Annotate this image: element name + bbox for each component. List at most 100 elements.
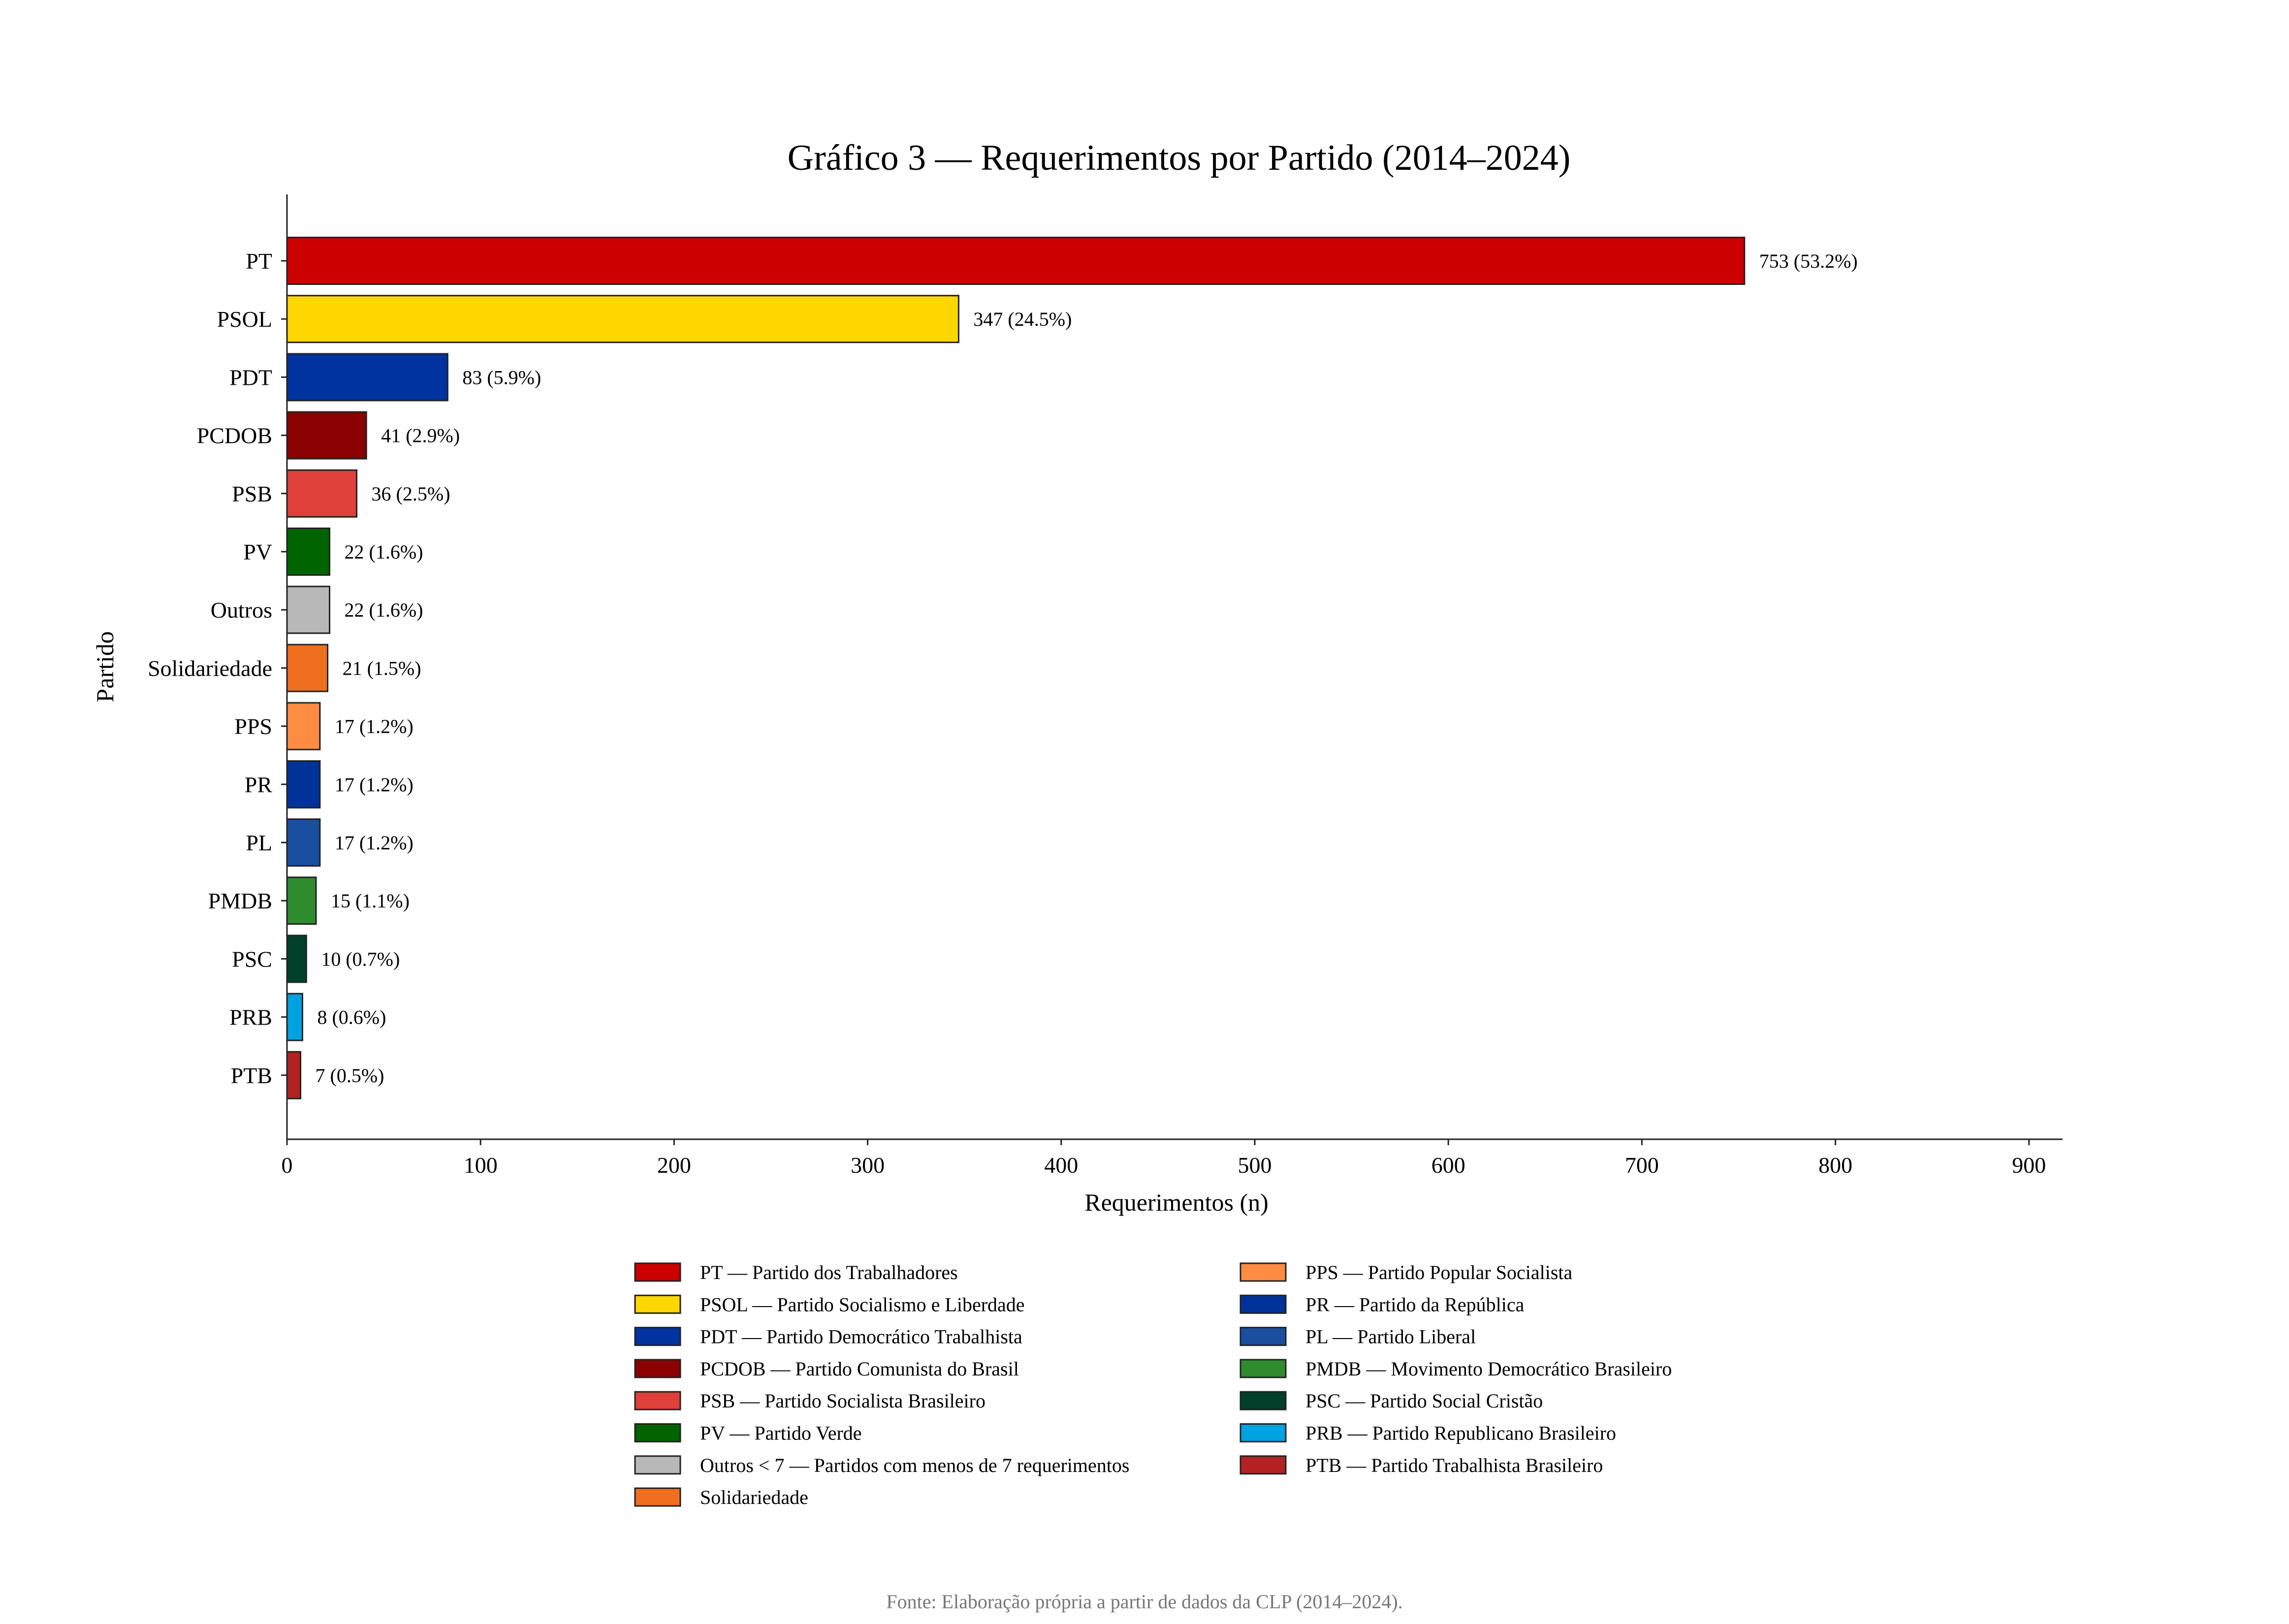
- data-label-pv: 22 (1.6%): [345, 541, 423, 563]
- legend-item: PSB — Partido Socialista Brasileiro: [634, 1390, 986, 1412]
- x-tick-label-300: 300: [851, 1153, 885, 1178]
- bar-pmdb: [286, 876, 317, 925]
- y-tick-label-outros: Outros: [211, 597, 272, 623]
- legend-swatch: [634, 1391, 681, 1410]
- data-label-pps: 17 (1.2%): [335, 716, 413, 738]
- y-tick-label-pdt: PDT: [229, 365, 272, 390]
- legend-swatch: [1240, 1359, 1287, 1378]
- data-label-ptb: 7 (0.5%): [316, 1064, 384, 1087]
- y-tick-label-pv: PV: [243, 539, 272, 564]
- y-tick-label-pps: PPS: [234, 714, 272, 739]
- data-label-outros: 22 (1.6%): [345, 599, 423, 621]
- x-tick-label-600: 600: [1431, 1153, 1465, 1178]
- legend-item: Outros < 7 — Partidos com menos de 7 req…: [634, 1454, 1129, 1476]
- data-label-pr: 17 (1.2%): [335, 774, 413, 796]
- y-tick-label-psb: PSB: [232, 481, 272, 506]
- bar-outros: [286, 586, 331, 634]
- x-tick-label-100: 100: [464, 1153, 498, 1178]
- legend-item: PRB — Partido Republicano Brasileiro: [1240, 1422, 1616, 1444]
- x-tick-label-500: 500: [1238, 1153, 1272, 1178]
- legend-item: PL — Partido Liberal: [1240, 1326, 1476, 1348]
- x-tick-label-400: 400: [1044, 1153, 1078, 1178]
- legend-label: PV — Partido Verde: [700, 1422, 862, 1444]
- x-axis-ticks: 0 100 200 300 400 500 600 700 800 900: [282, 1139, 2046, 1178]
- data-label-psc: 10 (0.7%): [321, 948, 400, 970]
- data-label-psol: 347 (24.5%): [973, 308, 1072, 330]
- legend-label: PDT — Partido Democrático Trabalhista: [700, 1326, 1022, 1348]
- legend-swatch: [1240, 1294, 1287, 1314]
- legend-swatch: [634, 1262, 681, 1282]
- bar-prb: [286, 993, 303, 1041]
- data-label-pmdb: 15 (1.1%): [331, 890, 410, 912]
- y-tick-label-pmdb: PMDB: [208, 888, 272, 913]
- legend-swatch: [1240, 1262, 1287, 1282]
- bars: [286, 237, 1746, 1099]
- legend-item: PMDB — Movimento Democrático Brasileiro: [1240, 1358, 1672, 1380]
- legend-label: PCDOB — Partido Comunista do Brasil: [700, 1358, 1019, 1380]
- bar-pdt: [286, 353, 448, 402]
- y-tick-label-prb: PRB: [229, 1005, 272, 1030]
- source-note: Fonte: Elaboração própria a partir de da…: [886, 1591, 1402, 1613]
- legend-label: PSOL — Partido Socialismo e Liberdade: [700, 1293, 1025, 1315]
- data-label-pdt: 83 (5.9%): [462, 366, 541, 388]
- legend-label: PRB — Partido Republicano Brasileiro: [1305, 1422, 1616, 1444]
- chart-title: Gráfico 3 — Requerimentos por Partido (2…: [788, 138, 1571, 178]
- legend-label: PSB — Partido Socialista Brasileiro: [700, 1390, 986, 1412]
- bar-ptb: [286, 1051, 302, 1099]
- legend-swatch: [634, 1294, 681, 1314]
- legend-label: PT — Partido dos Trabalhadores: [700, 1261, 958, 1283]
- bar-pt: [286, 237, 1746, 285]
- legend-item: PCDOB — Partido Comunista do Brasil: [634, 1358, 1019, 1380]
- plot-area: 753 (53.2%) 347 (24.5%) 83 (5.9%) 41 (2.9%)…: [148, 194, 2063, 1178]
- y-tick-label-pl: PL: [246, 830, 272, 855]
- y-tick-label-psc: PSC: [232, 946, 272, 971]
- legend-item: PPS — Partido Popular Socialista: [1240, 1261, 1572, 1283]
- bar-pr: [286, 760, 321, 809]
- x-tick-label-700: 700: [1625, 1153, 1659, 1178]
- legend-item: PSC — Partido Social Cristão: [1240, 1390, 1543, 1412]
- legend-label: PTB — Partido Trabalhista Brasileiro: [1305, 1454, 1603, 1476]
- legend-swatch: [634, 1455, 681, 1475]
- legend-item: Solidariedade: [634, 1486, 808, 1508]
- legend-swatch: [1240, 1327, 1287, 1346]
- legend: PT — Partido dos Trabalhadores PSOL — Par…: [634, 1261, 1672, 1508]
- x-tick-label-200: 200: [657, 1153, 691, 1178]
- legend-label: Solidariedade: [700, 1486, 808, 1508]
- bar-psb: [286, 469, 358, 518]
- legend-label: PSC — Partido Social Cristão: [1305, 1390, 1543, 1412]
- bar-pcdob: [286, 411, 367, 460]
- x-tick-label-800: 800: [1818, 1153, 1852, 1178]
- data-label-pt: 753 (53.2%): [1759, 250, 1858, 272]
- bar-psc: [286, 935, 307, 983]
- data-label-psb: 36 (2.5%): [372, 483, 450, 505]
- legend-label: PPS — Partido Popular Socialista: [1305, 1261, 1572, 1283]
- y-tick-label-solidariedade: Solidariedade: [148, 656, 272, 681]
- legend-item: PDT — Partido Democrático Trabalhista: [634, 1326, 1022, 1348]
- y-tick-label-pr: PR: [245, 772, 273, 797]
- bar-solidariedade: [286, 644, 329, 692]
- legend-item: PSOL — Partido Socialismo e Liberdade: [634, 1293, 1025, 1315]
- y-tick-label-ptb: PTB: [231, 1063, 272, 1088]
- legend-swatch: [1240, 1423, 1287, 1442]
- y-tick-label-pt: PT: [246, 249, 272, 274]
- data-label-prb: 8 (0.6%): [317, 1006, 386, 1029]
- legend-swatch: [634, 1327, 681, 1346]
- bar-pl: [286, 818, 321, 867]
- legend-swatch: [1240, 1455, 1287, 1475]
- legend-swatch: [634, 1487, 681, 1507]
- legend-label: PL — Partido Liberal: [1305, 1326, 1476, 1348]
- x-tick-label-0: 0: [282, 1153, 293, 1178]
- legend-label: PR — Partido da República: [1305, 1293, 1525, 1315]
- legend-item: PTB — Partido Trabalhista Brasileiro: [1240, 1454, 1603, 1476]
- legend-swatch: [1240, 1391, 1287, 1410]
- y-axis-label: Partido: [91, 631, 119, 702]
- legend-label: Outros < 7 — Partidos com menos de 7 req…: [700, 1454, 1129, 1476]
- bar-pv: [286, 528, 331, 576]
- x-axis-label: Requerimentos (n): [1084, 1188, 1269, 1216]
- data-label-pcdob: 41 (2.9%): [381, 425, 460, 447]
- y-axis-ticks: PT PSOL PDT PCDOB PSB PV Outros Solidariedade PP…: [148, 249, 287, 1088]
- data-label-pl: 17 (1.2%): [335, 832, 413, 854]
- y-tick-label-pcdob: PCDOB: [197, 423, 272, 448]
- data-labels: 753 (53.2%) 347 (24.5%) 83 (5.9%) 41 (2.9%)…: [316, 250, 1858, 1087]
